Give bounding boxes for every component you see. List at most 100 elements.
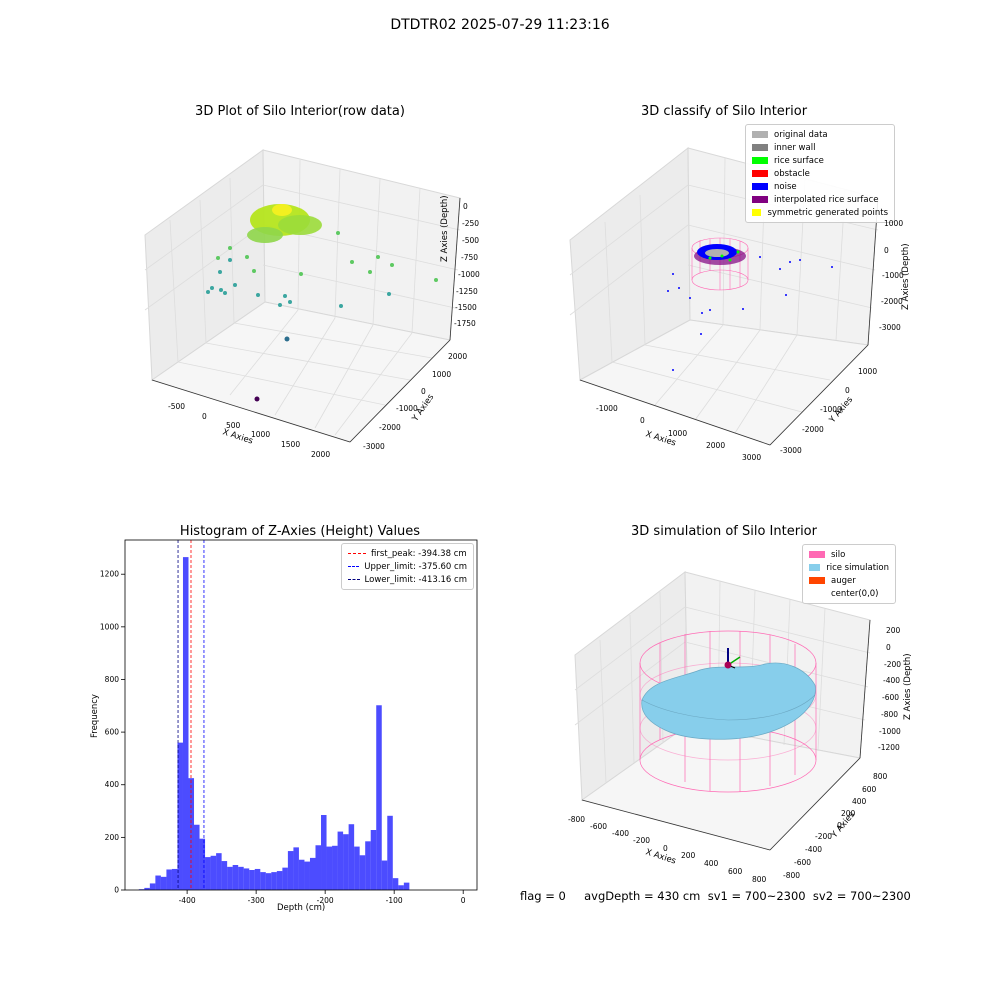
raw-ytick: -2000 [379, 423, 401, 432]
center-marker [724, 661, 732, 669]
x-tick-label: -400 [179, 896, 196, 905]
histogram-bar [221, 861, 228, 890]
legend-swatch [752, 196, 768, 203]
histogram-bar [199, 838, 206, 890]
histogram-bar [370, 830, 377, 890]
sim-xtick: 400 [704, 859, 719, 868]
simulation-plot-title: 3D simulation of Silo Interior [631, 524, 817, 539]
histogram-bar [398, 885, 404, 890]
classify-xtick: 0 [640, 416, 645, 425]
rice-simulation-surface [641, 662, 816, 740]
histogram-x-ticks: -400 -300 -200 -100 0 [179, 890, 466, 905]
sim-ztick: -200 [884, 660, 902, 669]
y-tick-label: 1000 [100, 622, 119, 631]
histogram-bar [343, 834, 349, 890]
classify-zlabel: Z Axies (Depth) [901, 243, 911, 310]
histogram-frame [124, 539, 478, 891]
legend-line [348, 553, 366, 554]
legend-swatch [752, 183, 768, 190]
histogram-chart: -400 -300 -200 -100 0 0 200 400 600 800 1000 1200 [100, 539, 478, 905]
sim-ztick: -1000 [879, 727, 901, 736]
histogram-bar [287, 851, 294, 890]
legend-item: original data [752, 128, 888, 141]
histogram-bar [348, 824, 355, 890]
legend-item: obstacle [752, 167, 888, 180]
classify-ztick: 1000 [884, 219, 904, 228]
histogram-bar [205, 857, 211, 890]
y-tick-label: 1200 [100, 570, 119, 579]
histogram-bar [216, 853, 222, 890]
sim-ztick: 0 [886, 643, 891, 652]
histogram-bar [381, 860, 388, 890]
legend-swatch [809, 577, 825, 584]
raw-ztick: -1000 [458, 270, 480, 279]
legend-swatch [809, 551, 825, 558]
histogram-bar [332, 845, 338, 890]
raw-plot-title: 3D Plot of Silo Interior(row data) [195, 104, 405, 119]
histogram-xlabel: Depth (cm) [277, 903, 326, 913]
sim-ztick: -800 [881, 710, 899, 719]
histogram-bar [188, 778, 195, 890]
noise-points [667, 256, 833, 371]
classify-ytick: 0 [845, 386, 850, 395]
legend-item: noise [752, 180, 888, 193]
raw-ztick: -500 [462, 236, 480, 245]
sim-xtick: 200 [681, 851, 696, 860]
histogram-bar [243, 868, 250, 890]
raw-ztick: -1750 [454, 319, 476, 328]
sim-xtick: 800 [752, 875, 767, 884]
raw-ytick: -3000 [363, 442, 385, 451]
sim-ytick: -200 [815, 832, 833, 841]
y-tick-label: 200 [105, 833, 120, 842]
classify-ytick: -2000 [802, 425, 824, 434]
sim-ztick: -400 [883, 676, 901, 685]
classify-xtick: -1000 [596, 404, 618, 413]
histogram-bar [376, 705, 382, 890]
raw-zlabel: Z Axies (Depth) [440, 195, 450, 262]
classify-ztick: -3000 [879, 323, 901, 332]
raw-xtick: -500 [168, 402, 186, 411]
raw-xtick: 500 [226, 421, 241, 430]
legend-item: center(0,0) [809, 587, 889, 600]
legend-item: symmetric generated points [752, 206, 888, 219]
histogram-bar [282, 867, 288, 890]
legend-swatch [809, 590, 825, 597]
histogram-ylabel: Frequency [90, 694, 100, 738]
histogram-bar [315, 845, 322, 890]
histogram-bar [276, 871, 283, 890]
classify-ztick: -1000 [882, 271, 904, 280]
histogram-bar [271, 872, 277, 890]
raw-ztick: -250 [462, 219, 480, 228]
classify-plot-title: 3D classify of Silo Interior [640, 104, 808, 119]
classify-ztick: -2000 [881, 297, 903, 306]
histogram-bars [138, 557, 410, 890]
status-text: flag = 0 avgDepth = 430 cm sv1 = 700~230… [520, 889, 911, 903]
classify-legend: original data inner wall rice surface ob… [745, 124, 895, 223]
histogram-y-ticks: 0 200 400 600 800 1000 1200 [100, 570, 125, 895]
y-tick-label: 600 [105, 728, 120, 737]
histogram-legend: first_peak: -394.38 cm Upper_limit: -375… [341, 543, 474, 590]
legend-swatch [752, 209, 762, 216]
raw-xtick: 2000 [311, 450, 331, 459]
legend-swatch [752, 144, 768, 151]
histogram-bar [171, 868, 178, 890]
histogram-bar [210, 855, 217, 890]
histogram-bar [182, 557, 189, 890]
raw-ztick: 0 [463, 202, 468, 211]
histogram-bar [155, 875, 161, 890]
legend-swatch [809, 564, 821, 571]
figure-title: DTDTR02 2025-07-29 11:23:16 [390, 17, 610, 33]
legend-swatch [752, 131, 768, 138]
histogram-bar [260, 872, 266, 890]
sim-ytick: 800 [873, 772, 888, 781]
histogram-title: Histogram of Z-Axies (Height) Values [179, 524, 421, 539]
sim-ytick: 200 [841, 809, 856, 818]
histogram-bar [177, 742, 183, 890]
histogram-bar [359, 855, 366, 890]
legend-swatch [752, 170, 768, 177]
histogram-bar [227, 866, 233, 890]
scatter-point-deep [284, 336, 290, 342]
raw-xtick: 0 [202, 412, 207, 421]
legend-item: silo [809, 548, 889, 561]
histogram-bar [403, 882, 410, 890]
